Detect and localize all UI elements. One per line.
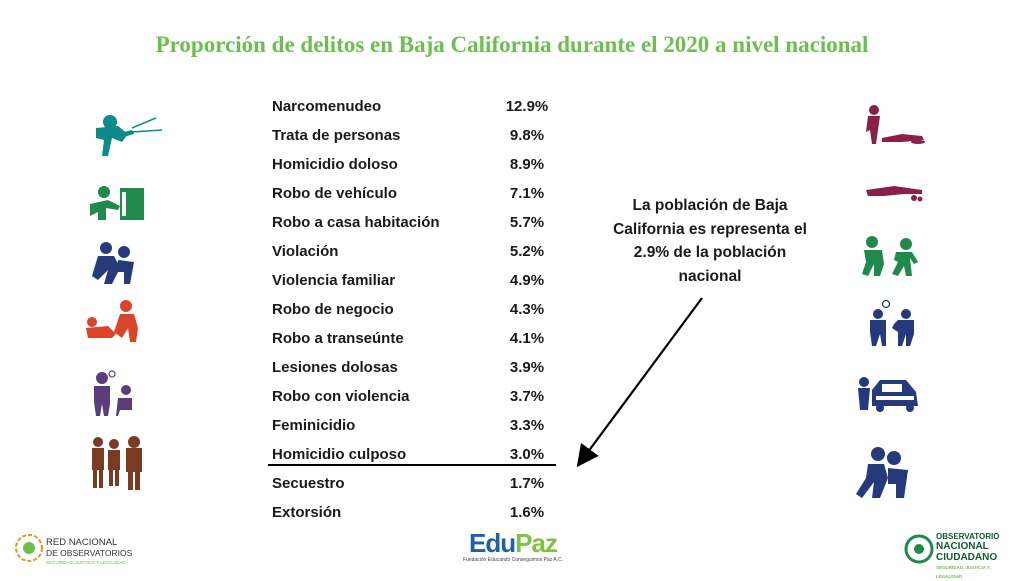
crime-percentage: 4.9% <box>509 272 545 289</box>
table-row: Robo a transeúnte 4.1% <box>264 324 564 353</box>
table-row: Lesiones dolosas 3.9% <box>264 353 564 382</box>
table-row: Robo de negocio 4.3% <box>264 295 564 324</box>
table-row: Homicidio culposo 3.0% <box>264 440 564 469</box>
pursuit-icon <box>862 236 918 276</box>
table-row: Violación 5.2% <box>264 237 564 266</box>
table-row: Secuestro 1.7% <box>264 469 564 498</box>
table-row: Extorsión 1.6% <box>264 498 564 527</box>
table-row: Robo de vehículo 7.1% <box>264 179 564 208</box>
note-line-2: California es representa el <box>613 220 807 238</box>
crime-percentage: 4.3% <box>509 301 545 318</box>
onc-line-4: SEGURIDAD, JUSTICIA Y LEGALIDAD <box>936 565 990 579</box>
victim-icon <box>866 186 923 202</box>
crime-percentage: 1.7% <box>509 475 545 492</box>
crime-label: Feminicidio <box>272 417 356 434</box>
extortion-icon <box>870 300 914 346</box>
table-row: Narcomenudeo 12.9% <box>264 92 564 121</box>
crime-percentage: 8.9% <box>509 156 545 173</box>
onc-line-2: NACIONAL <box>936 541 989 552</box>
onc-line-3: CIUDADANO <box>936 552 998 563</box>
reference-divider <box>268 464 556 466</box>
page-title: Proporción de delitos en Baja California… <box>155 32 869 57</box>
crime-percentage: 1.6% <box>509 504 545 521</box>
crime-label: Lesiones dolosas <box>272 359 398 376</box>
table-row: Feminicidio 3.3% <box>264 411 564 440</box>
edupaz-logo: EduPaz Fundación Educando Conseguimos Pa… <box>458 528 568 563</box>
crime-percentage: 4.1% <box>509 330 545 347</box>
edupaz-brand-b: Paz <box>515 528 558 558</box>
table-row: Trata de personas 9.8% <box>264 121 564 150</box>
crime-label: Extorsión <box>272 504 342 521</box>
crime-label: Homicidio culposo <box>272 446 407 463</box>
crime-label: Secuestro <box>272 475 345 492</box>
edupaz-brand-a: Edu <box>469 528 516 558</box>
crime-label: Robo con violencia <box>272 388 410 405</box>
violence-icon <box>86 300 138 342</box>
crime-label: Narcomenudeo <box>272 98 382 115</box>
crime-percentage: 3.9% <box>509 359 545 376</box>
crime-percentage: 3.7% <box>509 388 545 405</box>
onc-logo: OBSERVATORIO NACIONAL CIUDADANO SEGURIDA… <box>904 532 999 579</box>
crime-percentage: 3.0% <box>509 446 545 463</box>
crime-label: Robo a transeúnte <box>272 330 404 347</box>
population-note: La población de Baja California es repre… <box>596 194 824 288</box>
onc-line-1: OBSERVATORIO <box>936 532 1000 541</box>
rno-line-3: SEGURIDAD, JUSTICIA Y LEGALIDAD <box>46 560 126 565</box>
crime-label: Robo de vehículo <box>272 185 398 202</box>
crime-percentage: 3.3% <box>509 417 545 434</box>
crime-label: Trata de personas <box>272 127 401 144</box>
table-row: Robo con violencia 3.7% <box>264 382 564 411</box>
red-nacional-logo: RED NACIONAL DE OBSERVATORIOS SEGURIDAD,… <box>14 530 132 571</box>
crime-percentage: 5.7% <box>509 214 545 231</box>
crime-label: Homicidio doloso <box>272 156 398 173</box>
crime-table: Narcomenudeo 12.9% Trata de personas 9.8% Ho… <box>264 92 564 527</box>
rno-line-1: RED NACIONAL <box>46 537 118 548</box>
crime-percentage: 9.8% <box>509 127 545 144</box>
crime-label: Violación <box>272 243 339 260</box>
red-nacional-emblem-icon <box>15 534 43 562</box>
table-row: Homicidio doloso 8.9% <box>264 150 564 179</box>
note-line-4: nacional <box>678 267 742 285</box>
crime-label: Robo a casa habitación <box>272 214 440 231</box>
group-icon <box>92 436 142 490</box>
drug-dealer-icon <box>96 115 163 156</box>
assault-icon <box>92 242 134 284</box>
crime-label: Violencia familiar <box>272 272 396 289</box>
note-line-1: La población de Baja <box>632 197 788 214</box>
rno-line-2: DE OBSERVATORIOS <box>46 548 133 558</box>
note-line-3: 2.9% de la población <box>633 244 787 261</box>
table-row: Violencia familiar 4.9% <box>264 266 564 295</box>
crime-percentage: 7.1% <box>509 185 545 202</box>
table-row: Robo a casa habitación 5.7% <box>264 208 564 237</box>
robbery-icon <box>94 370 132 416</box>
edupaz-subtitle: Fundación Educando Conseguimos Paz A.C. <box>462 557 564 563</box>
onc-emblem-icon <box>904 534 934 564</box>
vehicle-theft-icon <box>90 186 144 220</box>
crime-label: Robo de negocio <box>272 301 394 318</box>
crime-percentage: 5.2% <box>509 243 545 260</box>
homicide-icon <box>866 105 925 144</box>
car-robbery-icon <box>858 377 918 412</box>
crime-percentage: 12.9% <box>505 98 549 115</box>
fight-icon <box>856 447 908 498</box>
